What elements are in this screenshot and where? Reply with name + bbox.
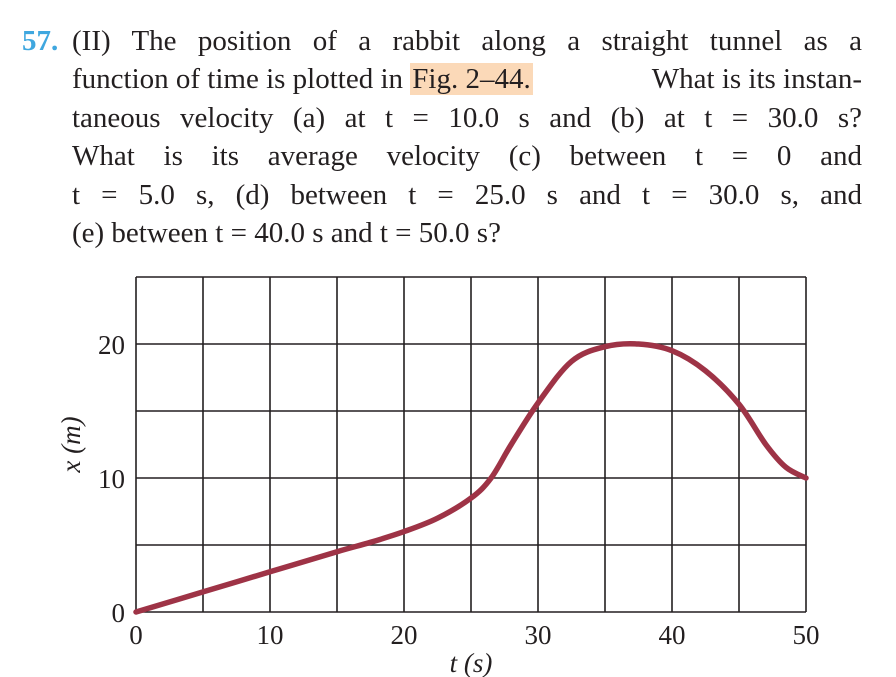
problem-line-3: taneous velocity (a) at t = 10.0 s and (… (22, 99, 862, 137)
figure-reference-link[interactable]: Fig. 2–44. (410, 63, 533, 96)
problem-line-1: 57. (II) The position of a rabbit along … (22, 22, 862, 60)
problem-text: 57. (II) The position of a rabbit along … (22, 22, 862, 252)
x-tick-label: 0 (129, 620, 143, 650)
problem-line-2: function of time is plotted in Fig. 2–44… (22, 60, 862, 98)
problem-line-1-text: (II) The position of a rabbit along a st… (72, 25, 862, 57)
problem-line-2-text: function of time is plotted in Fig. 2–44… (72, 60, 533, 98)
x-tick-label: 10 (257, 620, 284, 650)
y-tick-label: 20 (98, 330, 125, 360)
problem-line-5: t = 5.0 s, (d) between t = 25.0 s and t … (22, 176, 862, 214)
x-tick-label: 30 (525, 620, 552, 650)
problem-line-4: What is its average velocity (c) between… (22, 137, 862, 175)
problem-line-4-text: What is its average velocity (c) between… (72, 140, 862, 173)
problem-number: 57. (22, 25, 59, 57)
problem-line-2-end: What is its instan- (651, 63, 862, 96)
problem-line-2-start: function of time is plotted in (72, 63, 404, 96)
chart-series (133, 340, 809, 615)
x-tick-label: 50 (793, 620, 820, 650)
problem-line-6: (e) between t = 40.0 s and t = 50.0 s? (22, 214, 862, 252)
position-curve (133, 340, 809, 615)
chart-grid (135, 276, 807, 613)
x-axis-label: t (s) (450, 648, 493, 677)
y-tick-label: 10 (98, 464, 125, 494)
y-tick-label: 0 (112, 598, 126, 628)
x-tick-label: 20 (391, 620, 418, 650)
x-tick-label: 40 (659, 620, 686, 650)
problem-line-3-text: taneous velocity (a) at t = 10.0 s and (… (72, 101, 862, 134)
y-axis-label: x (m) (56, 416, 86, 473)
chart-tick-labels: 0 10 20 30 40 50 0 10 20 (98, 330, 820, 650)
problem-line-6-text: (e) between t = 40.0 s and t = 50.0 s? (72, 216, 501, 249)
problem-line-5-text: t = 5.0 s, (d) between t = 25.0 s and t … (72, 178, 862, 211)
